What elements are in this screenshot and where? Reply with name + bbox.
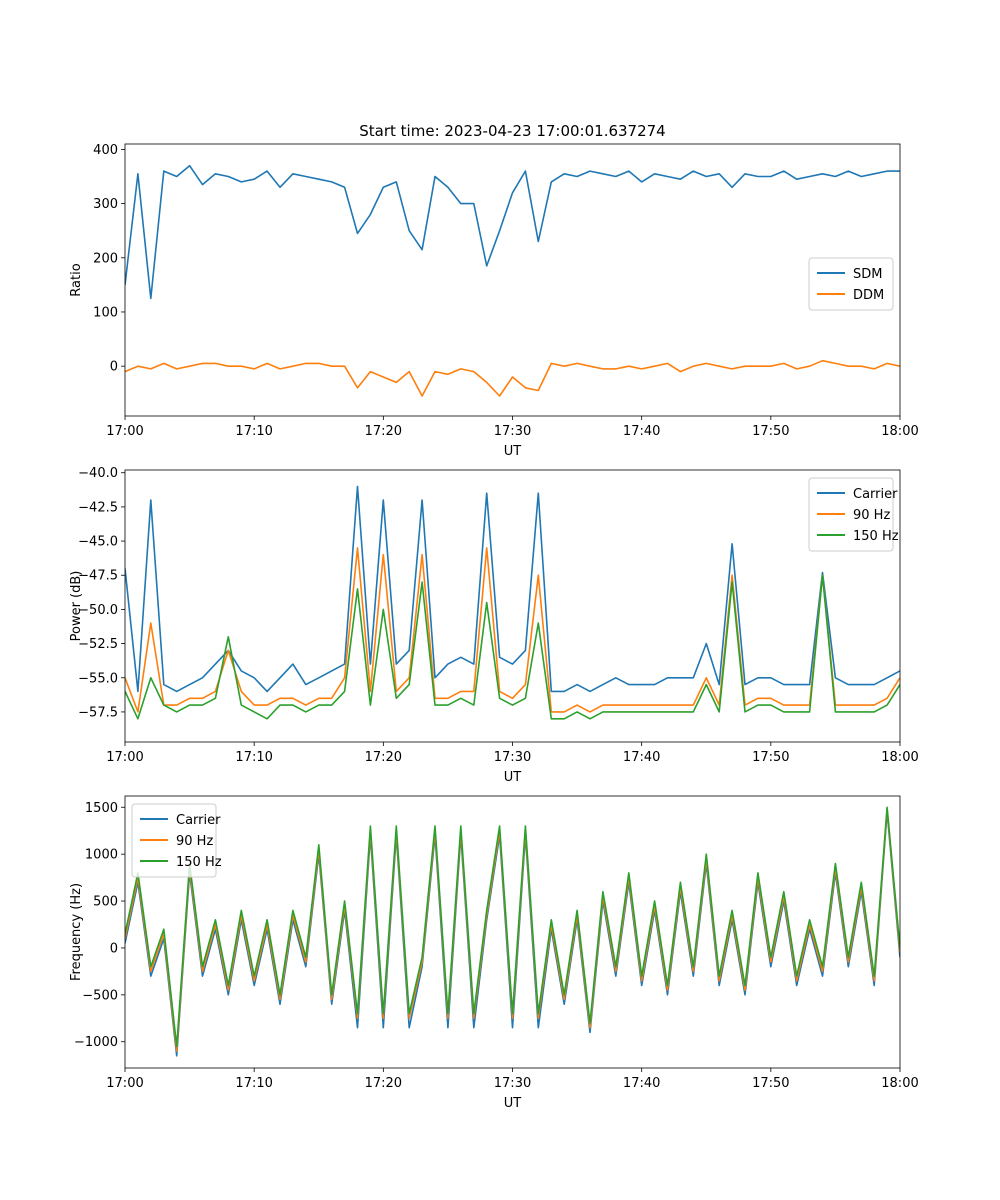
x-tick-label: 17:50	[752, 750, 789, 765]
x-tick-label: 17:10	[235, 1076, 272, 1091]
x-tick-label: 17:30	[494, 750, 531, 765]
y-tick-label: −40.0	[78, 466, 118, 481]
legend-box	[131, 803, 217, 878]
y-tick-label: 0	[110, 941, 118, 956]
plot-area	[125, 164, 900, 397]
y-tick-label: 500	[93, 895, 118, 910]
x-tick-label: 17:50	[752, 424, 789, 439]
series-line-carrier	[125, 811, 900, 1057]
x-tick-label: 17:20	[365, 1076, 402, 1091]
legend-label: 150 Hz	[176, 855, 222, 870]
x-tick-label: 17:40	[623, 1076, 660, 1091]
legend: Carrier 90 Hz 150 Hz	[131, 803, 222, 878]
x-tick-label: 17:00	[106, 424, 143, 439]
legend-label: 90 Hz	[853, 508, 890, 523]
legend-label: DDM	[853, 288, 884, 303]
axes-frame	[124, 143, 901, 417]
legend: SDM DDM	[808, 257, 894, 311]
y-tick-label: −57.5	[78, 705, 118, 720]
y-tick-label: 200	[93, 251, 118, 266]
figure-title: Start time: 2023-04-23 17:00:01.637274	[359, 122, 665, 140]
series-line-sdm	[125, 164, 900, 300]
series-line-90-hz	[125, 547, 900, 713]
x-axis-label: UT	[504, 444, 522, 459]
chart-panel-2: 17:00 17:10 17:20 17:30 17:40 17:50 18:00 −57.5…	[69, 466, 919, 785]
y-tick-label: −500	[82, 988, 118, 1003]
y-tick-label: −52.5	[78, 637, 118, 652]
x-tick-label: 18:00	[881, 424, 918, 439]
legend-label: 150 Hz	[853, 529, 899, 544]
x-tick-label: 17:00	[106, 1076, 143, 1091]
legend-box	[808, 477, 894, 552]
chart-panel-1: 17:00 17:10 17:20 17:30 17:40 17:50 18:00 0 100 2…	[69, 143, 919, 459]
axes-frame	[124, 795, 901, 1069]
y-axis-label: Ratio	[69, 263, 84, 296]
y-tick-label: −50.0	[78, 603, 118, 618]
series-line-90-hz	[125, 808, 900, 1052]
legend-label: 90 Hz	[176, 834, 213, 849]
x-tick-label: 17:10	[235, 750, 272, 765]
y-tick-label: 400	[93, 143, 118, 158]
chart-panel-3: 17:00 17:10 17:20 17:30 17:40 17:50 18:00 −1000…	[69, 795, 919, 1111]
y-tick-label: 0	[110, 360, 118, 375]
y-axis-label: Power (dB)	[69, 571, 84, 642]
plot-area	[125, 485, 900, 720]
series-line-carrier	[125, 485, 900, 693]
y-tick-label: −45.0	[78, 535, 118, 550]
x-tick-label: 18:00	[881, 1076, 918, 1091]
series-line-150-hz	[125, 806, 900, 1048]
axes-frame	[124, 469, 901, 743]
series-line-150-hz	[125, 574, 900, 720]
y-tick-label: 100	[93, 305, 118, 320]
y-tick-label: 300	[93, 197, 118, 212]
x-tick-label: 17:30	[494, 424, 531, 439]
y-tick-label: 1500	[85, 801, 118, 816]
chart-group: 17:00 17:10 17:20 17:30 17:40 17:50 18:00 0 100 2…	[69, 143, 919, 1111]
y-tick-label: −55.0	[78, 671, 118, 686]
x-tick-label: 17:40	[623, 750, 660, 765]
x-tick-label: 17:20	[365, 424, 402, 439]
legend-label: Carrier	[176, 813, 221, 828]
y-tick-label: −1000	[74, 1035, 118, 1050]
legend-box	[808, 257, 894, 311]
series-line-ddm	[125, 359, 900, 397]
x-tick-label: 17:50	[752, 1076, 789, 1091]
x-tick-label: 17:40	[623, 424, 660, 439]
legend-label: Carrier	[853, 487, 898, 502]
y-tick-label: 1000	[85, 848, 118, 863]
x-tick-label: 17:20	[365, 750, 402, 765]
x-tick-label: 17:00	[106, 750, 143, 765]
plot-area	[125, 806, 900, 1057]
y-tick-label: −47.5	[78, 569, 118, 584]
legend: Carrier 90 Hz 150 Hz	[808, 477, 899, 552]
y-tick-label: −42.5	[78, 500, 118, 515]
x-axis-label: UT	[504, 770, 522, 785]
x-axis-label: UT	[504, 1096, 522, 1111]
x-tick-label: 18:00	[881, 750, 918, 765]
x-tick-label: 17:30	[494, 1076, 531, 1091]
x-tick-label: 17:10	[235, 424, 272, 439]
legend-label: SDM	[853, 267, 882, 282]
y-axis-label: Frequency (Hz)	[69, 883, 84, 981]
